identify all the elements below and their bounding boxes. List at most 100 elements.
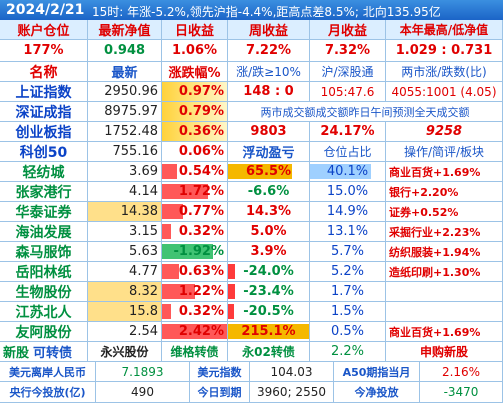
stock-price-text: 3.15 bbox=[129, 224, 158, 239]
stock-price-text: 4.14 bbox=[129, 184, 158, 199]
stock-note-text: 证券+0.52% bbox=[389, 205, 459, 219]
stock-note: 银行+2.20% bbox=[386, 182, 503, 202]
holding-row: 江苏北人 15.8 0.32% -20.5% 1.5% bbox=[0, 302, 503, 322]
index-header-row: 名称 最新 涨跌幅% 涨/跌≥10% 沪/深股通 两市涨/跌数(比) bbox=[0, 62, 503, 82]
stock-price: 15.8 bbox=[88, 302, 162, 322]
holding-row: 轻纺城 3.69 0.54% 65.5% 40.1% 商业百货+1.69% bbox=[0, 162, 503, 182]
stock-pnl-text: -24.0% bbox=[243, 264, 294, 279]
col-pnl: 浮动盈亏 bbox=[228, 142, 310, 162]
change-bar bbox=[162, 324, 227, 339]
stock-price: 8.32 bbox=[88, 282, 162, 302]
stock-name-text: 轻纺城 bbox=[22, 164, 65, 181]
usdcnh-label: 美元离岸人民币 bbox=[0, 362, 96, 382]
stock-note-text: 纺织服装+1.94% bbox=[389, 245, 481, 259]
stock-name[interactable]: 森马服饰 bbox=[0, 242, 88, 262]
pnl-bar bbox=[228, 264, 235, 279]
stock-weight-text: 5.7% bbox=[330, 244, 365, 259]
stock-change: 0.32% bbox=[162, 302, 228, 322]
stock-pnl: -20.5% bbox=[228, 302, 310, 322]
holding-row: 友阿股份 2.54 2.42% 215.1% 0.5% 商业百货+1.69% bbox=[0, 322, 503, 342]
stock-pnl: 3.9% bbox=[228, 242, 310, 262]
value-position: 177% bbox=[0, 40, 88, 62]
footer-fx-row: 美元离岸人民币 7.1893 美元指数 104.03 A50期指当月 2.16% bbox=[0, 362, 503, 382]
stock-name[interactable]: 张家港行 bbox=[0, 182, 88, 202]
turnover-caption: 两市成交额成交额昨日午间预测全天成交额 bbox=[228, 102, 503, 122]
stock-note-text: 采掘行业+2.23% bbox=[389, 225, 481, 239]
newshare-bond-2[interactable]: 永02转债 bbox=[228, 342, 310, 362]
stock-change-text: 0.54% bbox=[178, 164, 224, 179]
stock-change: -1.92% bbox=[162, 242, 228, 262]
stock-name[interactable]: 海油发展 bbox=[0, 222, 88, 242]
newshare-stock[interactable]: 永兴股份 bbox=[88, 342, 162, 362]
index-name[interactable]: 深证成指 bbox=[0, 102, 88, 122]
stock-weight: 5.7% bbox=[310, 242, 386, 262]
stock-price-text: 2.54 bbox=[129, 324, 158, 339]
stock-name-text: 海油发展 bbox=[15, 224, 72, 241]
index-price: 2950.96 bbox=[88, 82, 162, 102]
holdings-header-row: 科创50 755.16 0.06% 浮动盈亏 仓位占比 操作/简评/板块 bbox=[0, 142, 503, 162]
stock-price: 5.63 bbox=[88, 242, 162, 262]
stock-name-text: 岳阳林纸 bbox=[15, 264, 72, 281]
stock-name[interactable]: 华泰证券 bbox=[0, 202, 88, 222]
stock-change-text: 1.22% bbox=[178, 284, 224, 299]
stock-weight-text: 1.7% bbox=[330, 284, 365, 299]
index-name[interactable]: 创业板指 bbox=[0, 122, 88, 142]
label-week-return: 周收益 bbox=[228, 20, 310, 40]
stock-note bbox=[386, 282, 503, 302]
index-name[interactable]: 科创50 bbox=[0, 142, 88, 162]
stock-price: 4.77 bbox=[88, 262, 162, 282]
stock-price-text: 14.38 bbox=[120, 204, 158, 219]
stock-price-text: 4.77 bbox=[129, 264, 158, 279]
newshare-type-stock: 新股 bbox=[3, 346, 30, 361]
newshare-weight: 2.2% bbox=[310, 342, 386, 362]
a50-label: A50期指当月 bbox=[334, 362, 420, 382]
change-bar bbox=[162, 284, 195, 299]
stock-pnl-text: -6.6% bbox=[247, 184, 290, 199]
newshare-row: 新股 可转债 永兴股份 维格转债 永02转债 2.2% 申购新股 bbox=[0, 342, 503, 362]
stock-note-text: 造纸印刷+1.30% bbox=[389, 265, 481, 279]
date-title: 2024/2/21 bbox=[6, 2, 85, 18]
col-note: 操作/简评/板块 bbox=[386, 142, 503, 162]
stock-price-text: 8.32 bbox=[129, 284, 158, 299]
newshare-bond-1[interactable]: 维格转债 bbox=[162, 342, 228, 362]
index-limit: 148 : 0 bbox=[228, 82, 310, 102]
stock-pnl: -24.0% bbox=[228, 262, 310, 282]
turnover-forecast: 9258 bbox=[386, 122, 503, 142]
stock-pnl-text: 215.1% bbox=[241, 324, 296, 339]
stock-name[interactable]: 轻纺城 bbox=[0, 162, 88, 182]
stock-note: 商业百货+1.69% bbox=[386, 322, 503, 342]
holding-row: 岳阳林纸 4.77 0.63% -24.0% 5.2% 造纸印刷+1.30% bbox=[0, 262, 503, 282]
stock-pnl-text: -23.4% bbox=[243, 284, 294, 299]
stock-name[interactable]: 岳阳林纸 bbox=[0, 262, 88, 282]
stock-change-text: 1.72% bbox=[178, 184, 224, 199]
col-connect: 沪/深股通 bbox=[310, 62, 386, 82]
stock-price-text: 15.8 bbox=[129, 304, 158, 319]
index-change: 0.36% bbox=[162, 122, 228, 142]
header-bar: 2024/2/21 15时: 年涨-5.2%,领先沪指-4.4%,距高点差8.5… bbox=[0, 0, 503, 20]
stock-weight: 1.5% bbox=[310, 302, 386, 322]
stock-pnl-text: 3.9% bbox=[250, 244, 287, 259]
stock-change: 2.42% bbox=[162, 322, 228, 342]
label-position: 账户仓位 bbox=[0, 20, 88, 40]
stock-price-text: 3.69 bbox=[129, 164, 158, 179]
change-bar bbox=[162, 264, 179, 279]
holding-row: 森马服饰 5.63 -1.92% 3.9% 5.7% 纺织服装+1.94% bbox=[0, 242, 503, 262]
index-price: 1752.48 bbox=[88, 122, 162, 142]
stock-weight-text: 0.5% bbox=[330, 324, 365, 339]
turnover-ratio: 24.17% bbox=[310, 122, 386, 142]
stock-name[interactable]: 江苏北人 bbox=[0, 302, 88, 322]
index-row-cyb: 创业板指 1752.48 0.36% 9803 24.17% 9258 bbox=[0, 122, 503, 142]
stock-pnl: -23.4% bbox=[228, 282, 310, 302]
newshare-action: 申购新股 bbox=[386, 342, 503, 362]
stock-name[interactable]: 生物股份 bbox=[0, 282, 88, 302]
market-summary: 15时: 年涨-5.2%,领先沪指-4.4%,距高点差8.5%; 北向135.9… bbox=[92, 5, 441, 19]
pnl-bar bbox=[228, 324, 309, 339]
index-name[interactable]: 上证指数 bbox=[0, 82, 88, 102]
stock-change: 1.22% bbox=[162, 282, 228, 302]
index-adv-dec: 4055:1001 (4.05) bbox=[386, 82, 503, 102]
stock-price: 3.69 bbox=[88, 162, 162, 182]
col-limit-up-down: 涨/跌≥10% bbox=[228, 62, 310, 82]
stock-change-text: 0.77% bbox=[178, 204, 224, 219]
stock-name[interactable]: 友阿股份 bbox=[0, 322, 88, 342]
